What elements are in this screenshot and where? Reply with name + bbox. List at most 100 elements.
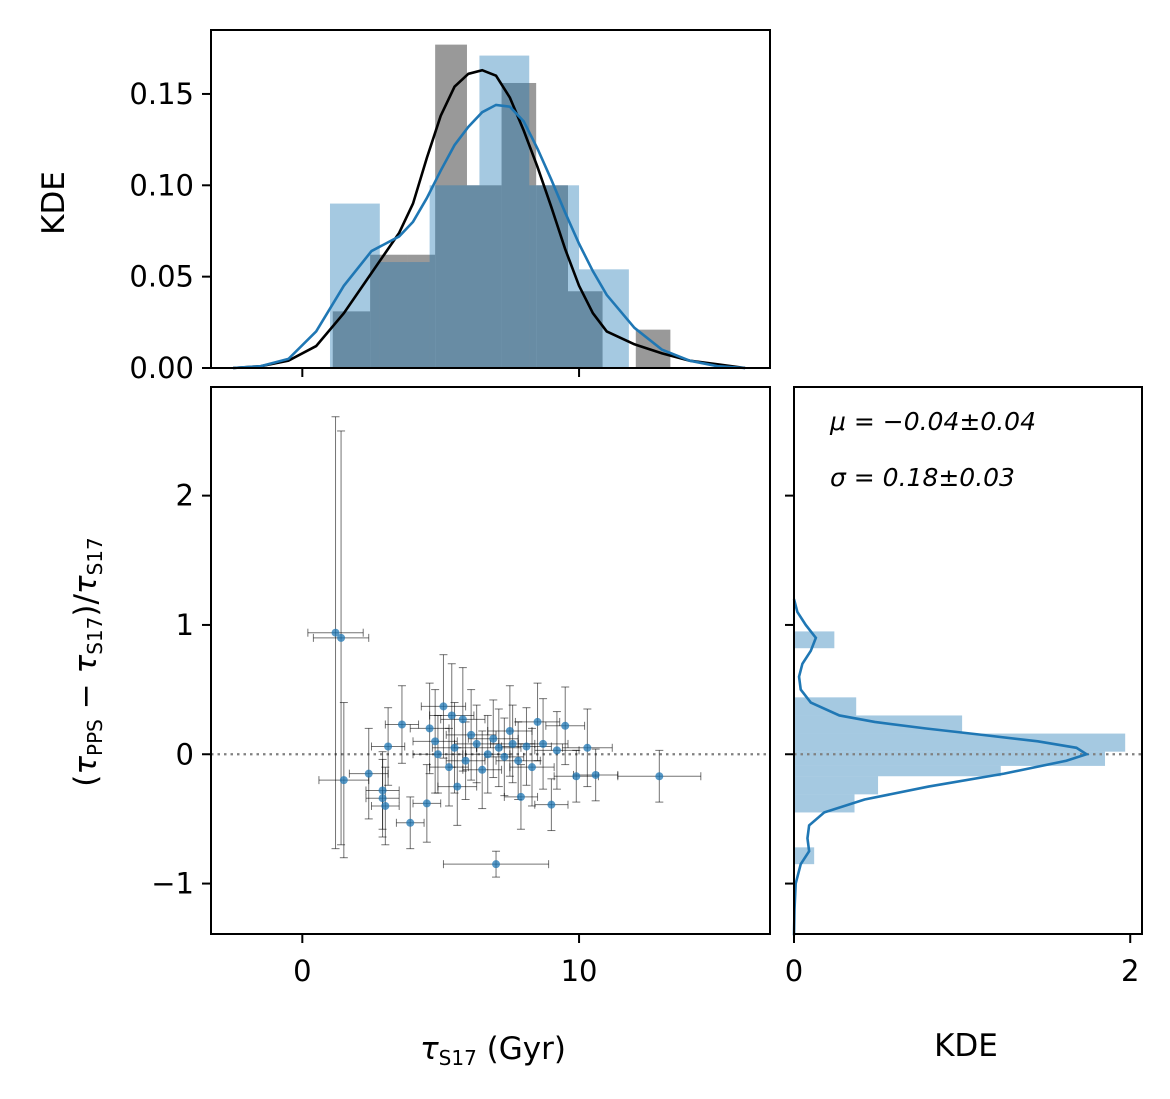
top-hist-bar-s0-7 [567, 291, 603, 368]
error-bars [307, 416, 702, 878]
right-hist-bar-2 [794, 794, 855, 813]
main-axes-frame [210, 386, 771, 935]
top-axes-frame [210, 29, 771, 369]
top-kde-line-0 [233, 68, 746, 370]
scatter-point-17 [450, 743, 459, 752]
top-hist-bar-s0-6 [536, 185, 568, 368]
main-xtick-label-0: 0 [293, 954, 311, 988]
scatter-point-30 [508, 739, 517, 748]
main-ytick-label-2: 1 [176, 608, 194, 642]
scatter-point-25 [489, 734, 498, 743]
scatter-point-18 [453, 782, 462, 791]
right-hist-bar-5 [794, 751, 1106, 766]
right-histogram [794, 631, 1126, 865]
top-kde-curves [233, 68, 746, 370]
scatter-point-23 [478, 765, 487, 774]
main-ytick-label-1: 0 [176, 737, 194, 771]
top-hist-bar-s1-3 [479, 55, 530, 369]
main-ytick-label-0: −1 [151, 867, 194, 901]
scatter-point-2 [339, 776, 348, 785]
scatter-point-41 [583, 743, 592, 752]
scatter-point-8 [397, 720, 406, 729]
top-hist-bar-s0-2 [407, 254, 436, 368]
main-x-axis-label: τS17 (Gyr) [420, 1031, 566, 1070]
sigma-annotation: σ = 0.18±0.03 [830, 463, 1015, 492]
scatter-point-39 [561, 721, 570, 730]
scatter-point-15 [444, 763, 453, 772]
scatter-point-21 [467, 730, 476, 739]
scatter-point-0 [331, 628, 340, 637]
top-y-ticks: 0.00 0.05 0.10 0.15 [129, 77, 581, 385]
scatter-point-32 [516, 792, 525, 801]
scatter-point-4 [378, 786, 387, 795]
scatter-point-14 [439, 702, 448, 711]
scatter-point-35 [533, 717, 542, 726]
top-ytick-label-0: 0.00 [129, 351, 194, 385]
scatter-point-37 [547, 800, 556, 809]
scatter-point-16 [447, 711, 456, 720]
scatter-point-11 [425, 724, 434, 733]
right-xtick-label-0: 0 [785, 954, 803, 988]
top-histogram [329, 44, 671, 369]
right-xtick-label-1: 2 [1121, 954, 1139, 988]
top-hist-bar-s0-9 [635, 329, 671, 368]
scatter-point-13 [433, 750, 442, 759]
main-y-axis-label: (τPPS − τS17)/τS17 [68, 537, 107, 787]
right-hist-bar-8 [794, 697, 857, 716]
scatter-points [331, 628, 664, 869]
right-hist-bar-3 [794, 776, 879, 795]
top-kde-line-1 [233, 103, 746, 370]
scatter-point-6 [381, 801, 390, 810]
scatter-point-27 [494, 743, 503, 752]
right-hist-bar-6 [794, 733, 1126, 752]
top-marginal-panel: 0.00 0.05 0.10 0.15 KDE [36, 29, 771, 385]
top-hist-bar-s0-5 [501, 82, 537, 369]
scatter-point-26 [492, 860, 501, 869]
scatter-point-38 [552, 746, 561, 755]
right-hist-bar-0 [794, 847, 815, 865]
right-x-axis-label: KDE [934, 1028, 998, 1064]
right-hist-bar-4 [794, 765, 1001, 777]
scatter-point-24 [483, 750, 492, 759]
main-ytick-label-3: 2 [176, 479, 194, 513]
scatter-point-3 [364, 769, 373, 778]
scatter-point-31 [514, 756, 523, 765]
scatter-point-20 [461, 756, 470, 765]
top-hist-bar-s0-4 [466, 185, 502, 368]
scatter-point-43 [655, 772, 664, 781]
top-ytick-label-2: 0.10 [129, 168, 194, 202]
scatter-point-34 [528, 763, 537, 772]
mean-annotation: μ = −0.04±0.04 [829, 407, 1036, 436]
scatter-point-33 [522, 742, 531, 751]
scatter-point-10 [422, 799, 431, 808]
scatter-point-36 [539, 739, 548, 748]
scatter-point-42 [591, 770, 600, 779]
main-xtick-label-1: 10 [561, 954, 598, 988]
top-hist-bar-s1-2 [429, 185, 480, 368]
scatter-point-40 [572, 772, 581, 781]
right-kde-curve [792, 598, 1090, 936]
top-hist-bar-s0-3 [435, 44, 467, 369]
right-axes-frame [793, 386, 1143, 935]
scatter-point-19 [458, 715, 467, 724]
top-hist-bar-s1-5 [579, 269, 629, 368]
main-scatter-panel: 0 10 −1 0 1 2 τS17 (Gyr) (τPPS − τS17)/τS17 [68, 386, 771, 1070]
top-y-axis-label: KDE [36, 171, 72, 235]
top-hist-bar-s1-1 [379, 262, 430, 368]
top-ytick-label-1: 0.05 [129, 260, 194, 294]
scatter-point-7 [384, 742, 393, 751]
scatter-point-29 [505, 726, 514, 735]
scatter-point-22 [472, 739, 481, 748]
top-hist-bar-s1-0 [329, 203, 380, 368]
top-ytick-label-3: 0.15 [129, 77, 194, 111]
scatter-point-9 [406, 818, 415, 827]
scatter-point-28 [500, 752, 509, 761]
top-hist-bar-s0-1 [370, 254, 408, 368]
scatter-point-5 [378, 794, 387, 803]
main-ticks: 0 10 −1 0 1 2 [151, 479, 597, 988]
scatter-point-12 [431, 737, 440, 746]
scatter-point-1 [337, 633, 346, 642]
